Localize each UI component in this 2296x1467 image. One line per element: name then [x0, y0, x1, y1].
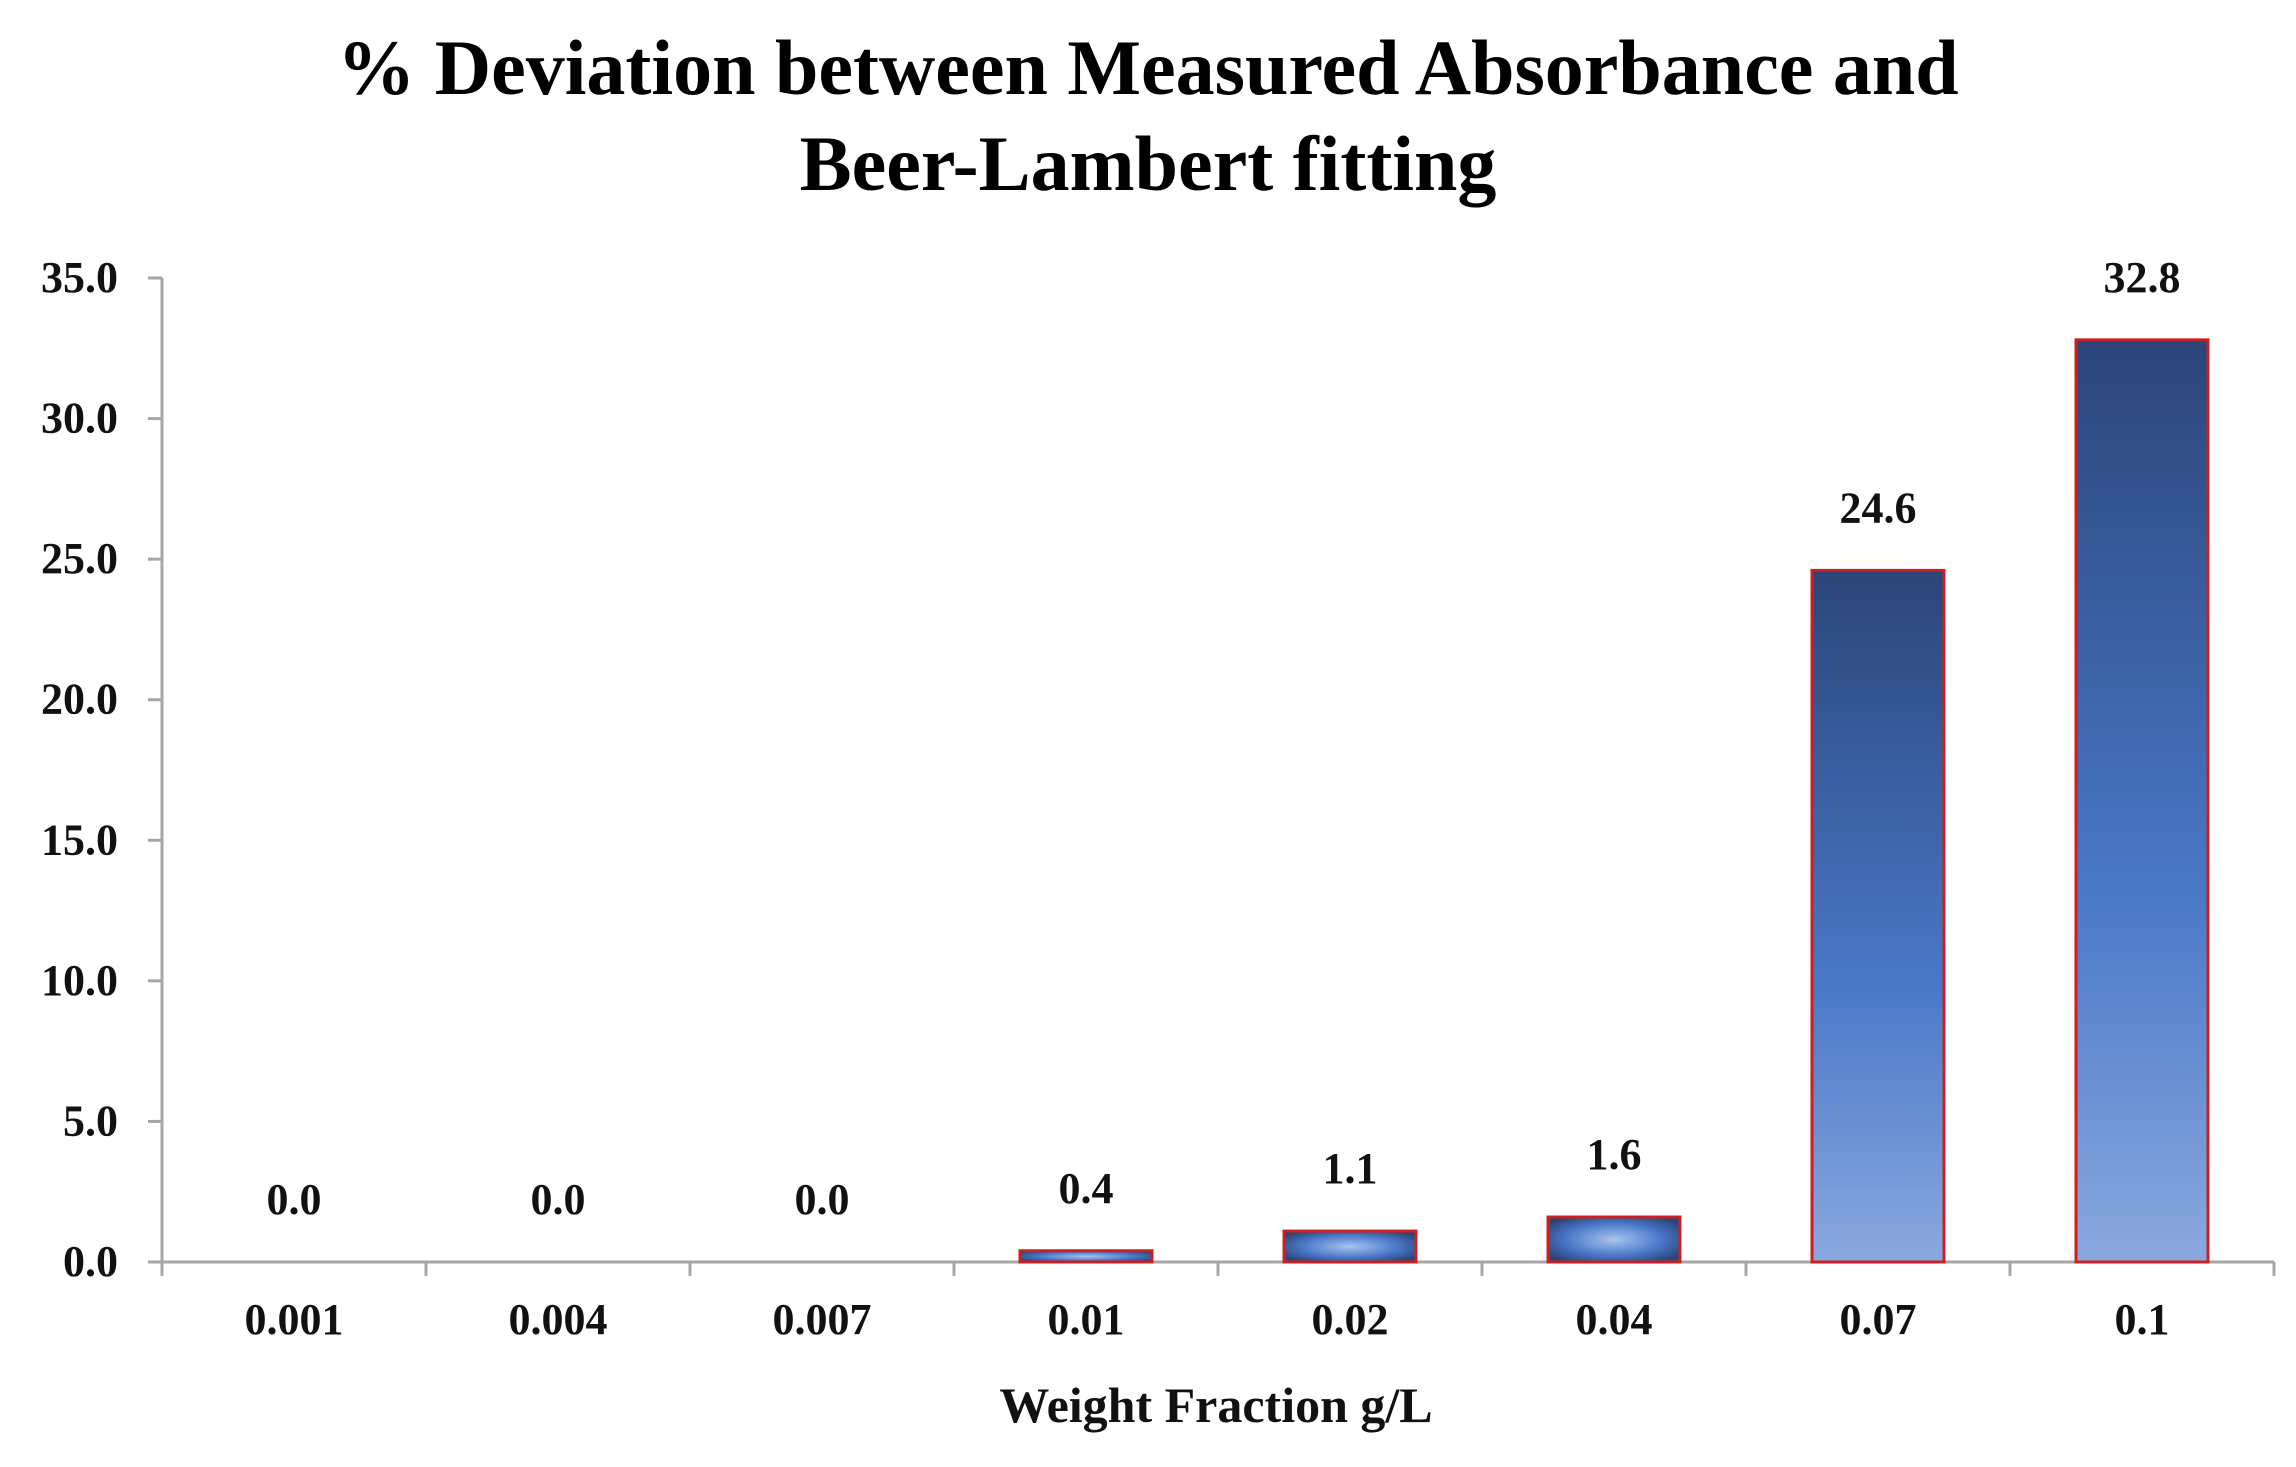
data-label: 32.8 [2104, 253, 2181, 302]
chart-title-line-2: Beer-Lambert fitting [799, 120, 1497, 207]
y-tick-label: 25.0 [41, 534, 118, 583]
bar [1282, 1229, 1418, 1264]
data-label: 24.6 [1840, 483, 1917, 532]
y-tick-label: 0.0 [63, 1237, 118, 1286]
x-axis-title: Weight Fraction g/L [999, 1377, 1432, 1433]
x-axis: 0.001 0.004 0.007 0.01 0.02 0.04 0.07 0.1 [160, 1260, 2276, 1344]
data-label: 1.1 [1323, 1144, 1378, 1193]
bar [1546, 1215, 1682, 1264]
x-tick-label: 0.001 [245, 1295, 344, 1344]
x-tick-label: 0.004 [509, 1295, 608, 1344]
y-tick-label: 15.0 [41, 815, 118, 864]
chart-title: % Deviation between Measured Absorbance … [0, 20, 2296, 212]
data-labels: 0.0 0.0 0.0 0.4 1.1 1.6 24.6 32.8 [267, 253, 2181, 1224]
data-label: 0.0 [267, 1175, 322, 1224]
y-tick-label: 10.0 [41, 956, 118, 1005]
x-tick-label: 0.02 [1312, 1295, 1389, 1344]
x-tick-label: 0.07 [1840, 1295, 1917, 1344]
y-tick-label: 35.0 [41, 253, 118, 302]
x-tick-label: 0.1 [2115, 1295, 2170, 1344]
x-tick-label: 0.007 [773, 1295, 872, 1344]
bar [1018, 1249, 1154, 1264]
y-tick-label: 5.0 [63, 1096, 118, 1145]
y-tick-label: 20.0 [41, 675, 118, 724]
bar [2074, 338, 2210, 1264]
data-label: 1.6 [1587, 1130, 1642, 1179]
x-tick-label: 0.01 [1048, 1295, 1125, 1344]
chart-title-line-1: % Deviation between Measured Absorbance … [337, 24, 1959, 111]
data-label: 0.0 [531, 1175, 586, 1224]
data-label: 0.4 [1059, 1164, 1114, 1213]
data-label: 0.0 [795, 1175, 850, 1224]
bar [1810, 568, 1946, 1264]
y-axis: 0.0 5.0 10.0 15.0 20.0 25.0 30.0 35.0 [41, 253, 164, 1286]
y-tick-label: 30.0 [41, 394, 118, 443]
bars [1018, 338, 2210, 1264]
x-tick-label: 0.04 [1576, 1295, 1653, 1344]
